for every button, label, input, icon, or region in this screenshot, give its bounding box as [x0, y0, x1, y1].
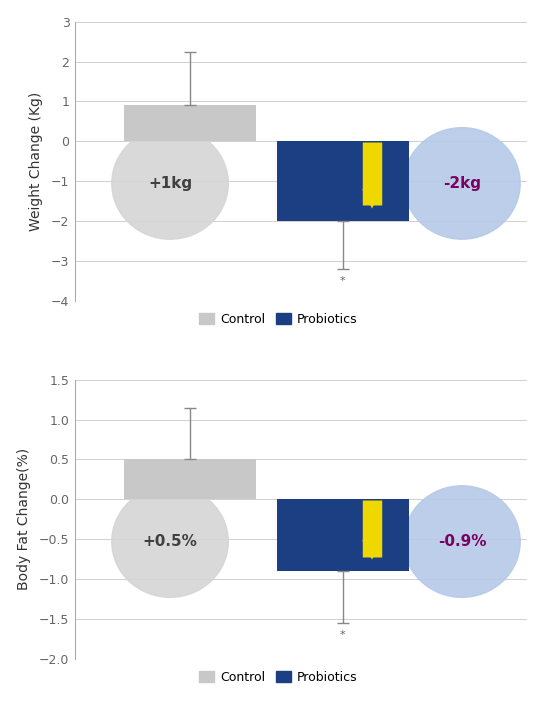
Text: -0.9%: -0.9%	[438, 534, 486, 549]
Text: *: *	[340, 275, 346, 285]
Bar	[124, 459, 256, 499]
Bar	[124, 105, 256, 141]
Ellipse shape	[112, 486, 228, 597]
Legend: Control, Probiotics: Control, Probiotics	[194, 308, 363, 331]
Ellipse shape	[404, 486, 520, 597]
Text: +0.5%: +0.5%	[143, 534, 197, 549]
Text: *: *	[340, 629, 346, 640]
Bar	[277, 141, 409, 221]
Text: -2kg: -2kg	[443, 176, 481, 191]
Ellipse shape	[112, 128, 228, 239]
Legend: Control, Probiotics: Control, Probiotics	[194, 666, 363, 688]
Y-axis label: Weight Change (Kg): Weight Change (Kg)	[29, 92, 43, 231]
Y-axis label: Body Fat Change(%): Body Fat Change(%)	[17, 448, 30, 590]
Bar	[277, 499, 409, 571]
Text: +1kg: +1kg	[148, 176, 192, 191]
Ellipse shape	[404, 128, 520, 239]
